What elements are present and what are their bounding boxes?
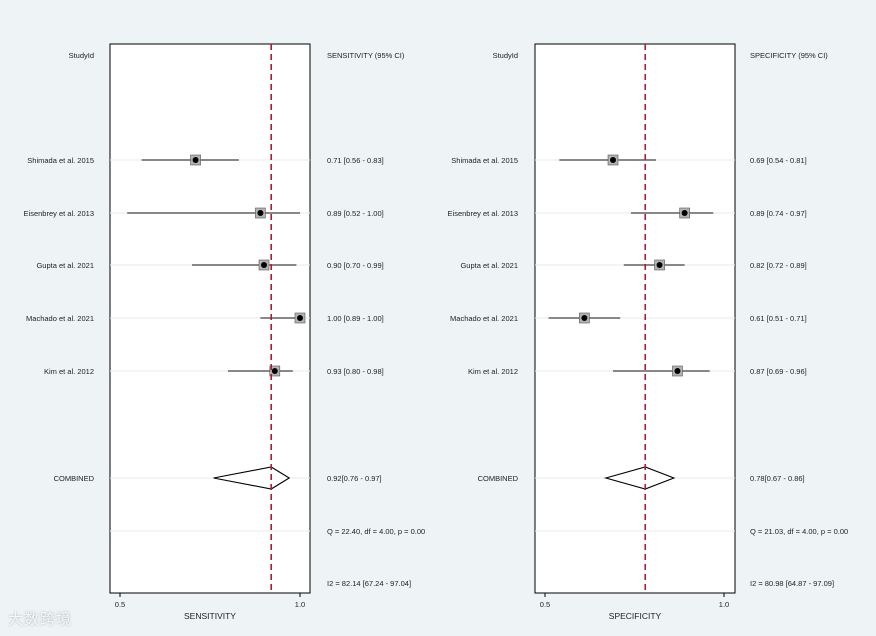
specificity-header-studyid: StudyId	[493, 51, 518, 60]
specificity-point-estimate	[581, 315, 588, 321]
sensitivity-combined-ci-text: 0.92[0.76 - 0.97]	[327, 474, 382, 483]
specificity-study-label: Eisenbrey et al. 2013	[448, 209, 518, 218]
specificity-study-label: Gupta et al. 2021	[460, 261, 518, 270]
sensitivity-x-tick-label: 1.0	[295, 600, 305, 609]
specificity-combined-label: COMBINED	[478, 474, 519, 483]
specificity-ci-text: 0.87 [0.69 - 0.96]	[750, 367, 807, 376]
sensitivity-point-estimate	[192, 157, 199, 163]
specificity-point-estimate	[674, 368, 681, 374]
specificity-x-tick-label: 0.5	[540, 600, 550, 609]
specificity-point-estimate	[610, 157, 617, 163]
sensitivity-ci-text: 1.00 [0.89 - 1.00]	[327, 314, 384, 323]
sensitivity-study-label: Shimada et al. 2015	[27, 156, 94, 165]
sensitivity-point-estimate	[271, 368, 278, 374]
sensitivity-study-label: Machado et al. 2021	[26, 314, 94, 323]
sensitivity-point-estimate	[257, 210, 264, 216]
sensitivity-study-label: Kim et al. 2012	[44, 367, 94, 376]
specificity-study-label: Kim et al. 2012	[468, 367, 518, 376]
sensitivity-ci-text: 0.93 [0.80 - 0.98]	[327, 367, 384, 376]
sensitivity-combined-label: COMBINED	[54, 474, 95, 483]
specificity-header-ci: SPECIFICITY (95% CI)	[750, 51, 828, 60]
specificity-x-tick-label: 1.0	[719, 600, 729, 609]
sensitivity-x-tick-label: 0.5	[115, 600, 125, 609]
sensitivity-q-statistic: Q = 22.40, df = 4.00, p = 0.00	[327, 527, 425, 536]
sensitivity-combined-diamond	[213, 466, 291, 490]
sensitivity-point-estimate	[261, 262, 267, 268]
sensitivity-study-label: Gupta et al. 2021	[36, 261, 94, 270]
watermark-logo: 大数跨境	[8, 610, 73, 628]
specificity-point-estimate	[656, 262, 663, 268]
sensitivity-header-ci: SENSITIVITY (95% CI)	[327, 51, 405, 60]
sensitivity-study-label: Eisenbrey et al. 2013	[24, 209, 94, 218]
specificity-ci-text: 0.89 [0.74 - 0.97]	[750, 209, 807, 218]
sensitivity-i2-statistic: I2 = 82.14 [67.24 - 97.04]	[327, 579, 411, 588]
specificity-i2-statistic: I2 = 80.98 [64.87 - 97.09]	[750, 579, 834, 588]
specificity-combined-diamond	[603, 466, 676, 490]
sensitivity-header-studyid: StudyId	[69, 51, 94, 60]
specificity-q-statistic: Q = 21.03, df = 4.00, p = 0.00	[750, 527, 848, 536]
sensitivity-point-estimate	[297, 315, 303, 321]
sensitivity-ci-text: 0.90 [0.70 - 0.99]	[327, 261, 384, 270]
specificity-ci-text: 0.69 [0.54 - 0.81]	[750, 156, 807, 165]
specificity-x-axis-label: SPECIFICITY	[609, 611, 662, 621]
sensitivity-x-axis-label: SENSITIVITY	[184, 611, 236, 621]
specificity-combined-ci-text: 0.78[0.67 - 0.86]	[750, 474, 805, 483]
sensitivity-ci-text: 0.89 [0.52 - 1.00]	[327, 209, 384, 218]
sensitivity-ci-text: 0.71 [0.56 - 0.83]	[327, 156, 384, 165]
specificity-study-label: Shimada et al. 2015	[451, 156, 518, 165]
specificity-study-label: Machado et al. 2021	[450, 314, 518, 323]
specificity-ci-text: 0.61 [0.51 - 0.71]	[750, 314, 807, 323]
specificity-ci-text: 0.82 [0.72 - 0.89]	[750, 261, 807, 270]
specificity-point-estimate	[681, 210, 688, 216]
